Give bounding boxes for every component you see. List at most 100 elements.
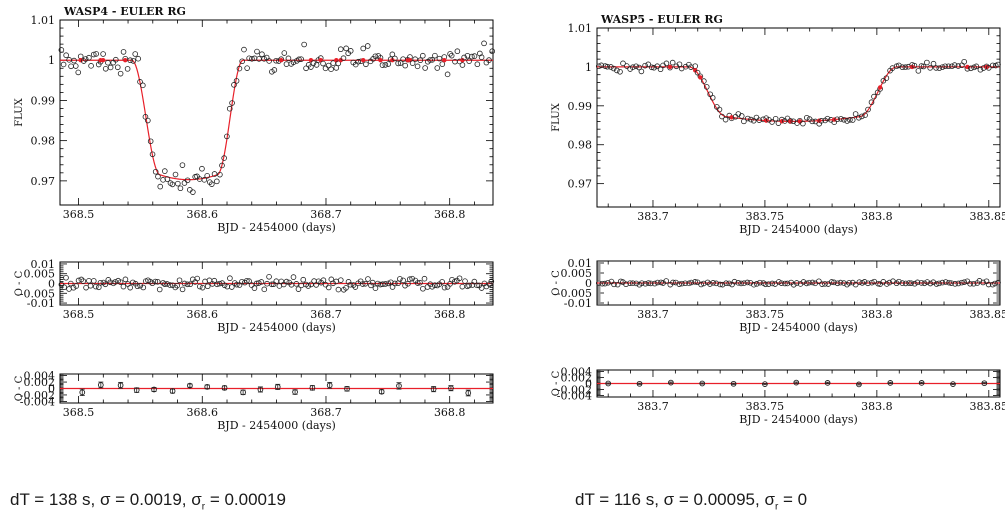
data-point xyxy=(190,189,196,195)
data-point xyxy=(409,60,416,66)
data-point xyxy=(112,279,119,285)
caption-left: dT = 138 s, σ = 0.0019, σr = 0.00019 xyxy=(10,490,286,513)
x-tick-label: 383.85 xyxy=(970,400,1005,413)
data-point xyxy=(273,278,280,285)
data-point xyxy=(955,280,962,287)
binned-point xyxy=(79,389,86,396)
data-point xyxy=(459,62,466,68)
data-point xyxy=(90,51,97,58)
data-point xyxy=(676,281,683,287)
data-point xyxy=(663,60,670,67)
data-point xyxy=(688,279,695,286)
model-point xyxy=(123,58,128,63)
data-point xyxy=(985,65,992,71)
data-point xyxy=(420,285,426,292)
data-point xyxy=(918,63,925,69)
data-point xyxy=(362,280,369,287)
data-point xyxy=(902,64,909,70)
data-point xyxy=(95,61,102,68)
data-point xyxy=(756,117,762,123)
data-point xyxy=(883,281,890,287)
y-tick-label: -0.004 xyxy=(20,395,55,408)
data-point xyxy=(320,277,327,284)
data-point xyxy=(345,279,352,285)
binned-point xyxy=(824,380,831,386)
data-point xyxy=(96,284,102,291)
data-point xyxy=(58,47,65,53)
y-tick-label: 0.004 xyxy=(561,366,593,379)
data-point xyxy=(651,280,658,287)
data-point xyxy=(461,54,467,61)
x-tick-label: 383.75 xyxy=(746,308,785,321)
data-point xyxy=(803,280,810,287)
binned-point xyxy=(240,389,246,396)
data-point xyxy=(249,56,255,62)
data-point xyxy=(642,62,648,69)
x-tick-label: 368.6 xyxy=(187,208,219,221)
data-point xyxy=(155,173,161,180)
data-point xyxy=(421,275,428,282)
data-point xyxy=(700,280,707,287)
x-axis-label: BJD - 2454000 (days) xyxy=(217,321,336,334)
data-point xyxy=(427,57,433,63)
data-point xyxy=(595,280,602,286)
data-point xyxy=(152,168,159,175)
data-point xyxy=(985,281,992,288)
data-point xyxy=(162,168,168,174)
data-point xyxy=(140,82,146,89)
data-point xyxy=(627,280,633,286)
data-point xyxy=(164,281,170,287)
data-point xyxy=(936,280,942,287)
data-point xyxy=(397,60,404,66)
x-tick-label: 368.8 xyxy=(434,406,466,419)
data-point xyxy=(914,279,921,286)
data-point xyxy=(638,68,645,75)
data-point xyxy=(436,55,443,62)
binned-point xyxy=(257,386,264,393)
model-curve xyxy=(597,66,1000,122)
data-point xyxy=(976,278,983,284)
y-axis-label: FLUX xyxy=(551,102,562,131)
data-point xyxy=(61,284,67,291)
data-point xyxy=(385,280,392,287)
data-point xyxy=(280,281,287,288)
data-point xyxy=(221,155,227,161)
binned-point xyxy=(668,379,674,386)
data-point xyxy=(915,68,922,74)
data-point xyxy=(102,281,109,288)
data-point xyxy=(179,286,186,293)
binned-point xyxy=(981,380,988,387)
data-point xyxy=(100,279,107,286)
data-point xyxy=(322,281,329,288)
data-point xyxy=(63,274,69,281)
data-point xyxy=(177,185,184,192)
data-point xyxy=(439,279,445,285)
data-point xyxy=(149,280,156,287)
data-point xyxy=(942,63,948,70)
data-point xyxy=(266,58,272,64)
data-point xyxy=(335,60,342,67)
data-point xyxy=(201,177,208,183)
x-tick-label: 368.5 xyxy=(63,406,95,419)
data-point xyxy=(698,281,704,288)
data-point xyxy=(488,278,495,285)
data-point xyxy=(432,52,438,59)
data-point xyxy=(181,180,188,186)
data-point xyxy=(147,138,154,145)
data-point xyxy=(731,278,738,285)
data-point xyxy=(930,60,937,67)
data-point xyxy=(236,65,243,72)
model-point xyxy=(460,58,465,63)
data-point xyxy=(672,279,679,286)
data-point xyxy=(958,279,965,286)
data-point xyxy=(906,280,912,286)
data-point xyxy=(322,65,329,72)
data-point xyxy=(806,279,812,286)
data-point xyxy=(939,64,946,70)
x-tick-label: 368.6 xyxy=(187,406,219,419)
data-point xyxy=(365,276,371,282)
data-point xyxy=(454,48,461,55)
data-point xyxy=(273,57,279,64)
data-point xyxy=(137,282,144,289)
data-point xyxy=(679,280,685,287)
